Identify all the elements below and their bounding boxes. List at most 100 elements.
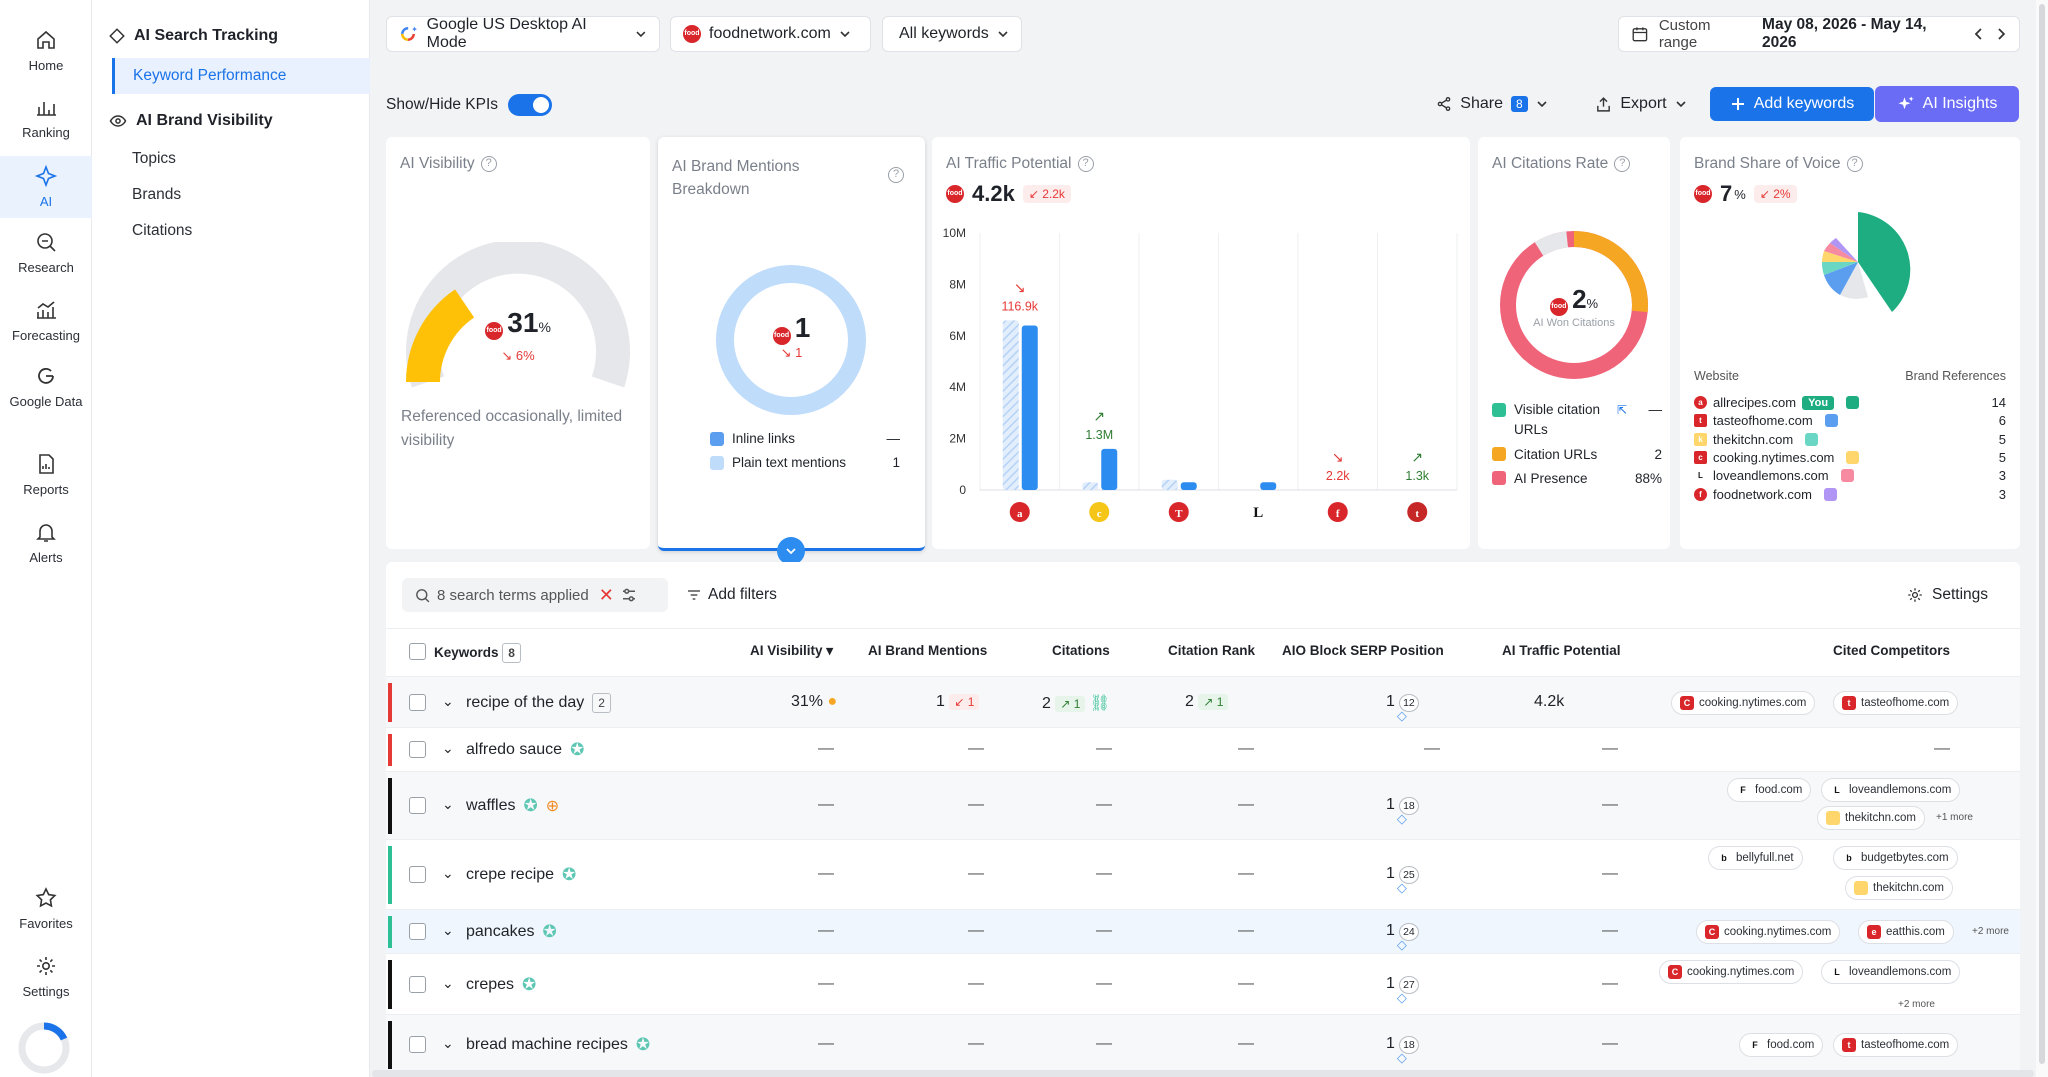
help-icon[interactable]: ? [1846, 156, 1863, 172]
sliders-icon[interactable] [620, 586, 638, 604]
expand-chevron-icon[interactable]: ⌄ [442, 922, 454, 938]
row-checkbox[interactable] [409, 1036, 426, 1053]
nav-research[interactable]: Research [0, 230, 92, 276]
award-icon[interactable]: ✪ [542, 922, 557, 941]
link-icon[interactable]: ⇱ [1617, 403, 1628, 417]
help-icon[interactable]: ? [1614, 156, 1631, 172]
bar[interactable] [1260, 482, 1277, 490]
row-checkbox[interactable] [409, 741, 426, 758]
competitor-chip[interactable]: t tasteofhome.com [1833, 1033, 1959, 1057]
clear-icon[interactable]: ✕ [598, 584, 614, 605]
expand-chevron-icon[interactable]: ⌄ [442, 1035, 454, 1051]
row-checkbox[interactable] [409, 975, 426, 993]
expand-chevron-icon[interactable]: ⌄ [442, 865, 454, 881]
nav-home[interactable]: Home [0, 28, 92, 74]
award-icon[interactable]: ✪ [522, 974, 537, 994]
award-icon[interactable]: ✪ [562, 865, 577, 884]
expand-button[interactable] [777, 537, 805, 565]
th-mentions[interactable]: AI Brand Mentions [868, 643, 988, 658]
row-checkbox[interactable] [409, 797, 426, 814]
add-keywords-button[interactable]: Add keywords [1710, 87, 1874, 121]
bar[interactable] [1101, 448, 1118, 490]
row-checkbox[interactable] [409, 693, 426, 711]
nav-favorites[interactable]: Favorites [0, 886, 92, 932]
bar[interactable] [1180, 482, 1197, 490]
nav-ranking[interactable]: Ranking [0, 95, 92, 141]
engine-select[interactable]: Google US Desktop AI Mode [386, 16, 660, 52]
horizontal-scrollbar[interactable] [372, 1070, 2034, 1077]
bar[interactable] [1082, 482, 1099, 490]
table-row[interactable]: ⌄ alfredo sauce ✪ — — — — — — — [386, 727, 2020, 771]
vertical-scrollbar[interactable] [2036, 0, 2048, 1077]
award-icon[interactable]: ✪ [570, 740, 585, 759]
nav-alerts[interactable]: Alerts [0, 520, 92, 566]
bar[interactable] [1161, 479, 1178, 490]
table-row[interactable]: ⌄ crepe recipe ✪ — — — — —1 25 ◇ b budgetbytes.com b… [386, 839, 2020, 909]
th-competitors[interactable]: Cited Competitors [1833, 643, 1951, 658]
th-traffic[interactable]: AI Traffic Potential [1502, 643, 1621, 658]
competitor-chip[interactable]: b bellyfull.net [1708, 846, 1803, 870]
sov-site-row[interactable]: c cooking.nytimes.com 5 [1694, 450, 2006, 465]
expand-chevron-icon[interactable]: ⌄ [442, 692, 454, 709]
sov-site-row[interactable]: t tasteofhome.com 6 [1694, 413, 2006, 428]
expand-chevron-icon[interactable]: ⌄ [442, 796, 454, 812]
sov-site-row[interactable]: f foodnetwork.com 3 [1694, 487, 2006, 502]
sidebar-item-citations[interactable]: Citations [132, 222, 193, 239]
search-alert-icon[interactable]: ⊕ [545, 798, 560, 815]
more-competitors[interactable]: +1 more [1936, 812, 1973, 823]
row-checkbox[interactable] [409, 923, 426, 940]
kpi-toggle[interactable] [508, 94, 552, 116]
ai-insights-button[interactable]: AI Insights [1875, 86, 2019, 122]
date-range-picker[interactable]: Custom range May 08, 2026 - May 14, 2026 [1618, 16, 2020, 52]
expand-chevron-icon[interactable]: ⌄ [442, 974, 454, 991]
chevron-right-icon[interactable] [1995, 27, 2007, 41]
competitor-chip[interactable]: e eatthis.com [1858, 920, 1954, 944]
search-terms-chip[interactable]: 8 search terms applied ✕ [402, 578, 668, 612]
domain-select[interactable]: food foodnetwork.com [670, 16, 871, 52]
share-button[interactable]: Share 8 [1432, 87, 1552, 121]
sidebar-item-topics[interactable]: Topics [132, 150, 176, 167]
help-icon[interactable]: ? [1077, 156, 1094, 172]
table-row[interactable]: ⌄ bread machine recipes ✪ — — — — — 1 18 ◇ t tasteof… [386, 1014, 2020, 1074]
nav-google-data[interactable]: Google Data [0, 364, 92, 410]
th-serp-position[interactable]: AIO Block SERP Position [1282, 643, 1444, 658]
expand-chevron-icon[interactable]: ⌄ [442, 740, 454, 756]
nav-reports[interactable]: Reports [0, 452, 92, 498]
row-checkbox[interactable] [409, 866, 426, 883]
chevron-left-icon[interactable] [1973, 27, 1985, 41]
export-button[interactable]: Export [1585, 87, 1697, 121]
add-filters-button[interactable]: Add filters [686, 586, 777, 604]
sov-site-row[interactable]: a allrecipes.com You 14 [1694, 395, 2006, 410]
more-competitors[interactable]: +2 more [1972, 926, 2009, 937]
select-all-checkbox[interactable] [409, 643, 426, 660]
sidebar-section-search-tracking[interactable]: AI Search Tracking [108, 27, 278, 45]
th-keywords[interactable]: Keywords 8 [434, 643, 521, 663]
nav-ai[interactable]: AI [0, 156, 92, 218]
award-icon[interactable]: ✪ [635, 1035, 651, 1054]
competitor-chip[interactable]: b budgetbytes.com [1833, 846, 1958, 870]
help-icon[interactable]: ? [888, 167, 904, 183]
sidebar-section-brand-visibility[interactable]: AI Brand Visibility [108, 111, 273, 131]
sidebar-item-brands[interactable]: Brands [132, 186, 182, 203]
link-icon[interactable]: ⛓ [1089, 694, 1111, 712]
table-settings-button[interactable]: Settings [1906, 586, 1988, 604]
award-icon[interactable]: ✪ [523, 796, 538, 815]
sidebar-item-keyword-performance[interactable]: Keyword Performance [112, 58, 370, 94]
nav-settings[interactable]: Settings [0, 954, 92, 1000]
keywords-select[interactable]: All keywords [882, 16, 1022, 52]
competitor-chip[interactable]: thekitchn.com [1845, 876, 1953, 900]
competitor-chip[interactable]: thekitchn.com [1817, 806, 1925, 830]
bar[interactable] [1021, 325, 1038, 490]
th-citations[interactable]: Citations [1052, 643, 1110, 658]
